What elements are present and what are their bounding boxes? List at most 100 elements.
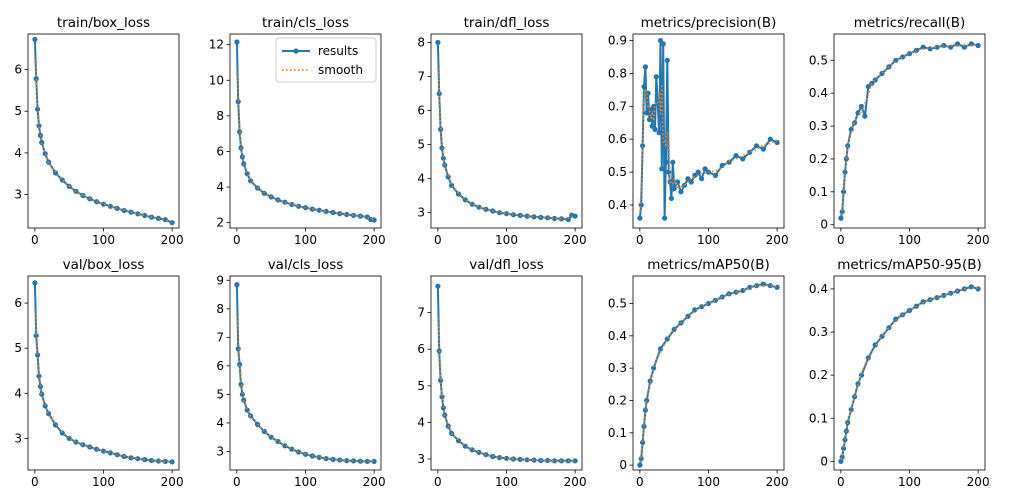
y-tick-label: 0.3 [809,119,828,133]
results-line [235,284,375,463]
y-tick-label: 6 [216,144,224,158]
data-point [438,377,444,383]
data-point [169,459,175,465]
data-point [760,281,767,287]
data-point [135,456,141,462]
x-tick-label: 200 [967,475,990,489]
subplot-1: train/cls_loss 2 4 6 8 10 12 0 100 200 results smoo… [209,15,386,247]
data-point [644,110,650,116]
data-point [855,110,861,116]
y-tick-label: 0.5 [809,53,828,67]
y-tick-label: 6 [216,359,224,373]
smooth-line [34,309,173,463]
data-point [239,391,245,397]
data-point [642,64,649,70]
results-line [33,282,173,463]
data-point [638,202,644,208]
y-tick-label: 8 [417,36,425,50]
data-point [774,139,780,146]
y-tick-label: 3 [14,188,22,202]
data-point [663,159,669,165]
data-point [637,215,643,221]
data-point [545,457,551,464]
subplot-title: metrics/precision(B) [641,15,777,31]
data-point [640,143,646,149]
data-point [33,333,39,339]
data-point [162,458,168,464]
data-point [664,57,670,63]
subplot-title: train/dfl_loss [464,15,550,31]
data-point [664,336,670,342]
smooth-line [639,84,778,212]
y-tick-label: 6 [417,104,425,118]
subplot-5: val/box_loss 3 4 5 6 0 100 200 [14,257,183,489]
results-line [33,39,173,224]
data-point [37,383,44,390]
data-point [316,454,322,460]
data-point [641,84,647,90]
legend-box [275,37,377,83]
results-line [638,40,778,219]
subplot-title: metrics/recall(B) [854,15,966,31]
data-point [100,201,107,207]
x-tick-label: 200 [363,475,386,489]
data-point [934,295,940,301]
data-point [644,397,650,404]
y-tick-label: 7 [216,330,224,344]
data-point [510,212,516,218]
x-tick-label: 100 [697,233,720,247]
data-point [107,203,113,209]
axes-frame [833,33,986,229]
data-point [282,199,288,205]
subplot-2: train/dfl_loss 3 4 5 6 7 8 0 100 200 [417,15,586,247]
y-tick-label: 8 [216,109,224,123]
y-tick-label: 0.9 [608,34,627,48]
subplot-title: val/cls_loss [268,257,344,273]
x-tick-label: 100 [92,475,115,489]
data-point [685,176,691,182]
data-point [296,449,302,455]
data-point [35,352,41,358]
y-tick-label: 10 [209,73,224,87]
data-point [941,292,947,298]
data-point [753,143,760,149]
data-point [662,215,668,221]
data-point [652,126,658,132]
data-point [656,130,662,136]
y-tick-label: 0.4 [608,198,627,212]
data-point [364,458,370,464]
data-point [545,215,551,221]
x-tick-label: 200 [564,475,587,489]
data-point [719,294,725,300]
data-point [638,456,644,462]
x-tick-label: 0 [31,233,39,247]
data-point [893,316,899,322]
y-tick-label: 4 [216,180,224,194]
data-point [767,283,773,289]
x-tick-label: 0 [434,475,442,489]
subplot-title: metrics/mAP50-95(B) [837,257,982,273]
y-tick-label: 8 [216,302,224,316]
x-tick-label: 100 [898,475,921,489]
smooth-line [236,316,375,463]
data-point [531,457,537,463]
y-tick-label: 4 [417,172,425,186]
y-tick-label: 4 [216,416,224,430]
data-point [135,211,141,217]
data-point [671,185,677,192]
y-tick-label: 0.1 [809,411,828,425]
data-point [323,456,329,462]
data-point [637,462,643,468]
x-tick-label: 0 [837,233,845,247]
data-point [653,74,659,80]
data-point [503,455,510,461]
smooth-line [639,284,778,463]
data-point [323,208,329,214]
data-point [107,450,113,456]
y-tick-label: 3 [417,452,425,466]
x-tick-label: 100 [495,233,518,247]
x-tick-label: 200 [363,233,386,247]
results-line [839,42,979,219]
x-tick-label: 100 [294,475,317,489]
subplot-8: metrics/mAP50(B) 0 0.1 0.2 0.3 0.4 0.5 0 100 200 [608,257,789,489]
